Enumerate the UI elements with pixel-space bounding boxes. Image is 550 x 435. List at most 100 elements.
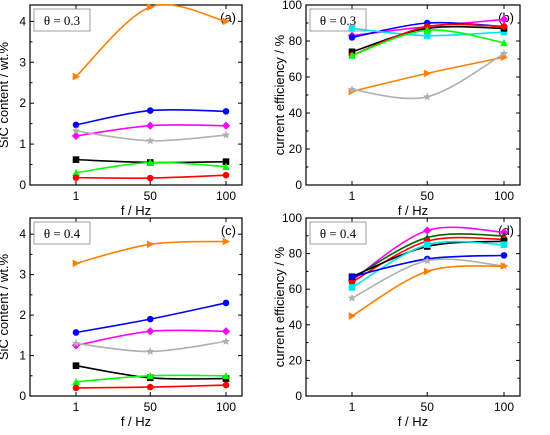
- data-point: [146, 174, 154, 182]
- data-point: [348, 25, 356, 32]
- data-point: [348, 278, 356, 286]
- y-tick-label: 1: [19, 137, 26, 151]
- data-point: [146, 3, 155, 11]
- data-point: [500, 23, 508, 30]
- x-tick-label: 1: [349, 189, 356, 203]
- data-point: [500, 237, 508, 245]
- x-tick-label: 100: [216, 400, 236, 414]
- data-point: [423, 267, 432, 276]
- data-point: [423, 26, 432, 34]
- theta-annotation: θ = 0.3: [320, 13, 356, 28]
- data-point: [222, 108, 230, 115]
- data-point: [222, 17, 231, 26]
- data-point: [222, 171, 230, 179]
- y-tick-label: 4: [19, 14, 26, 28]
- data-point: [146, 158, 155, 166]
- data-point: [500, 39, 508, 47]
- series-7: [347, 49, 509, 101]
- x-tick-label: 1: [73, 400, 80, 414]
- data-point: [348, 273, 356, 281]
- y-tick-label: 0: [19, 178, 26, 192]
- x-tick-label: 50: [421, 189, 435, 203]
- data-point: [348, 284, 356, 291]
- x-tick-label: 100: [494, 189, 514, 203]
- data-point: [222, 299, 230, 307]
- data-point: [499, 49, 509, 58]
- series-5: [72, 158, 230, 177]
- y-tick-label: 0: [19, 389, 26, 403]
- y-axis-label: current efficiency / %: [272, 34, 287, 155]
- series-1: [72, 107, 230, 129]
- y-tick-label: 60: [289, 282, 303, 296]
- theta-annotation: θ = 0.4: [320, 226, 357, 241]
- data-point: [222, 237, 231, 246]
- y-tick-label: 80: [289, 34, 303, 48]
- data-point: [146, 371, 155, 380]
- plot-frame: [305, 217, 521, 397]
- y-tick-label: 0: [295, 389, 302, 403]
- series-2: [348, 25, 508, 39]
- panel-letter: (a): [220, 10, 236, 25]
- y-tick-label: 20: [289, 353, 303, 367]
- data-point: [146, 240, 155, 249]
- data-point: [71, 131, 81, 141]
- data-point: [423, 92, 432, 101]
- data-point: [423, 32, 431, 39]
- data-point: [221, 337, 231, 345]
- series-0: [72, 3, 231, 81]
- y-tick-label: 3: [19, 268, 26, 282]
- theta-box: [33, 221, 91, 245]
- y-axis-label: current efficiency / %: [272, 246, 287, 367]
- series-5: [348, 26, 508, 59]
- data-point: [222, 381, 230, 389]
- series-4: [348, 240, 508, 291]
- series-6: [347, 256, 509, 302]
- y-tick-label: 40: [289, 106, 303, 120]
- data-point: [146, 136, 155, 145]
- data-point: [500, 241, 508, 248]
- y-tick-label: 2: [19, 308, 26, 322]
- data-point: [72, 121, 80, 129]
- panel-0: 0 1 2 3 4 1 50 100 f / Hz SiC content / wt.% θ = 0…: [0, 3, 243, 218]
- series-line: [351, 52, 505, 100]
- x-tick-label: 100: [216, 189, 236, 203]
- y-axis-label: SiC content / wt.%: [0, 253, 11, 360]
- data-point: [72, 174, 80, 181]
- series-5: [72, 371, 230, 386]
- series-6: [72, 381, 230, 392]
- y-tick-label: 80: [289, 247, 303, 261]
- data-point: [146, 121, 155, 130]
- data-point: [423, 256, 432, 265]
- data-point: [221, 121, 231, 130]
- plot-frame: [29, 4, 243, 186]
- theta-annotation: θ = 0.4: [44, 226, 81, 241]
- data-point: [72, 329, 80, 336]
- x-axis-label: f / Hz: [398, 414, 428, 429]
- data-point: [72, 378, 80, 386]
- data-point: [222, 162, 230, 170]
- x-axis-label: f / Hz: [121, 414, 151, 429]
- data-point: [72, 384, 80, 392]
- data-point: [500, 28, 508, 36]
- x-tick-label: 100: [494, 400, 514, 414]
- data-point: [347, 85, 357, 94]
- series-3: [71, 337, 231, 355]
- panel-2: 0 1 2 3 4 1 50 100 f / Hz SiC content / wt.% θ = 0…: [0, 217, 243, 429]
- y-tick-label: 20: [289, 142, 303, 156]
- data-point: [146, 327, 155, 336]
- data-point: [71, 126, 81, 135]
- panel-letter: (c): [221, 223, 236, 238]
- x-axis-label: f / Hz: [398, 203, 428, 218]
- series-7: [348, 262, 509, 320]
- y-tick-label: 3: [19, 55, 26, 69]
- series-line: [75, 3, 227, 78]
- y-axis-label: SiC content / wt.%: [0, 41, 11, 148]
- plot-frame: [29, 217, 243, 397]
- data-point: [348, 51, 356, 59]
- y-tick-label: 100: [282, 211, 302, 225]
- data-point: [347, 293, 357, 302]
- data-point: [499, 15, 509, 24]
- data-point: [348, 34, 356, 41]
- series-6: [348, 53, 509, 96]
